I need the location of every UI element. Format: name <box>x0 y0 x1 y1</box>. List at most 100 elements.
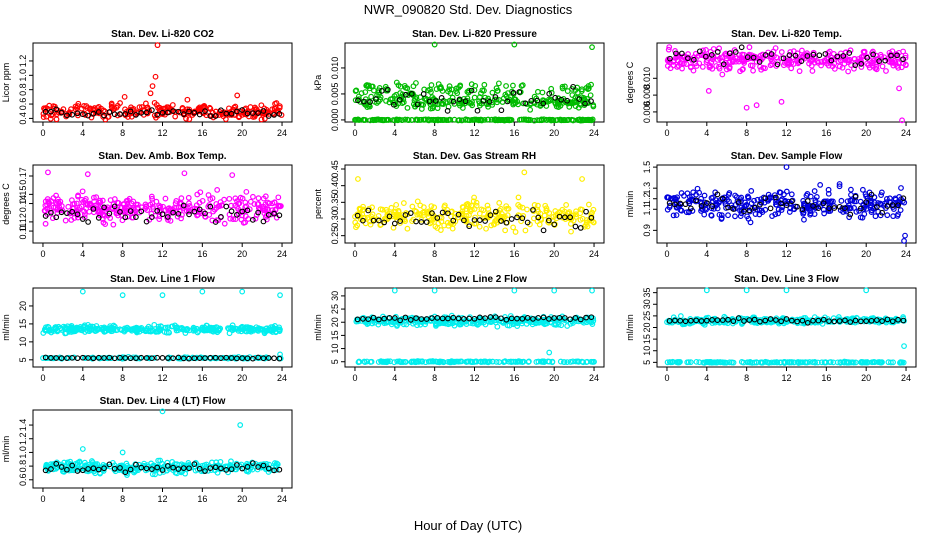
reference-point <box>196 111 203 118</box>
data-point <box>418 101 425 108</box>
reference-point <box>826 205 832 212</box>
reference-point <box>767 205 774 212</box>
data-point <box>775 206 782 213</box>
data-point <box>207 327 214 334</box>
data-point <box>890 213 897 220</box>
x-tick-label: 12 <box>157 128 167 138</box>
reference-point <box>756 59 763 65</box>
data-point <box>147 90 154 97</box>
data-point <box>234 92 241 99</box>
data-point <box>79 188 86 195</box>
data-point <box>355 176 361 182</box>
data-point <box>853 208 860 215</box>
reference-point <box>276 212 283 219</box>
data-point <box>741 60 748 66</box>
data-point <box>401 82 408 89</box>
reference-point <box>402 212 409 218</box>
data-point <box>178 195 185 202</box>
data-point <box>377 94 384 100</box>
data-point <box>807 208 813 214</box>
data-point <box>518 116 525 123</box>
data-point <box>878 192 884 199</box>
data-point <box>448 86 455 93</box>
data-point <box>196 106 203 112</box>
data-point <box>255 195 262 202</box>
reference-point <box>420 91 427 97</box>
data-point <box>845 202 852 209</box>
data-point <box>701 211 708 218</box>
data-point <box>124 111 131 118</box>
reference-point <box>798 58 805 64</box>
y-tick-label: 15 <box>18 319 28 329</box>
panel-title: Stan. Dev. Sample Flow <box>731 151 843 162</box>
reference-point <box>170 355 176 362</box>
data-point <box>521 169 528 176</box>
data-point <box>400 99 407 106</box>
reference-point <box>456 96 463 103</box>
data-point <box>471 94 478 101</box>
data-point <box>534 117 541 124</box>
x-tick-label: 20 <box>237 128 247 138</box>
data-point <box>665 194 672 201</box>
data-point <box>496 97 502 103</box>
reference-point <box>207 203 214 210</box>
reference-point <box>858 61 865 67</box>
data-point <box>250 114 257 120</box>
data-point <box>65 203 72 210</box>
data-point <box>675 57 682 64</box>
panel-10: Stan. Dev. Line 4 (LT) Flow ml/min 0 4 8 12 16… <box>1 396 293 504</box>
reference-point <box>564 97 570 104</box>
reference-point <box>762 195 769 202</box>
y-tick-label: 1.4 <box>18 419 28 432</box>
reference-point <box>365 207 372 214</box>
reference-point <box>894 52 900 59</box>
x-tick-label: 4 <box>392 249 397 259</box>
reference-point <box>432 98 439 104</box>
reference-point <box>730 206 737 212</box>
data-point <box>898 185 904 191</box>
data-point <box>730 57 737 63</box>
reference-point <box>895 202 901 209</box>
reference-point <box>870 51 877 58</box>
data-point <box>717 55 723 62</box>
data-point <box>164 324 171 331</box>
data-point <box>869 62 876 69</box>
data-point <box>148 193 155 200</box>
reference-point <box>164 355 171 361</box>
data-point <box>416 117 423 123</box>
data-point <box>421 212 427 218</box>
panel-title: Stan. Dev. Amb. Box Temp. <box>98 151 226 162</box>
reference-point <box>106 210 113 217</box>
data-point <box>504 90 511 97</box>
data-point <box>277 292 283 299</box>
x-tick-label: 0 <box>40 128 45 138</box>
reference-point <box>492 94 499 100</box>
data-point <box>788 191 795 198</box>
data-point <box>713 200 720 206</box>
data-point <box>511 287 518 294</box>
data-point <box>275 194 282 201</box>
data-point <box>703 287 710 294</box>
data-point <box>519 204 526 211</box>
data-point <box>236 113 242 120</box>
data-point <box>177 199 184 206</box>
data-point <box>503 83 509 89</box>
data-point <box>776 189 783 196</box>
data-point <box>578 86 585 93</box>
reference-point <box>255 110 261 116</box>
data-point <box>863 287 870 294</box>
data-point <box>510 82 516 89</box>
reference-point <box>354 212 361 219</box>
data-point <box>261 105 268 112</box>
data-point <box>395 207 402 214</box>
y-tick-label: 35 <box>642 288 652 298</box>
x-tick-label: 24 <box>589 249 599 259</box>
data-point <box>539 89 546 96</box>
data-point <box>100 211 107 218</box>
reference-point <box>738 44 745 51</box>
x-tick-label: 16 <box>197 249 207 259</box>
y-tick-label: 15 <box>642 334 652 344</box>
data-point <box>679 60 685 67</box>
reference-point <box>667 55 673 62</box>
